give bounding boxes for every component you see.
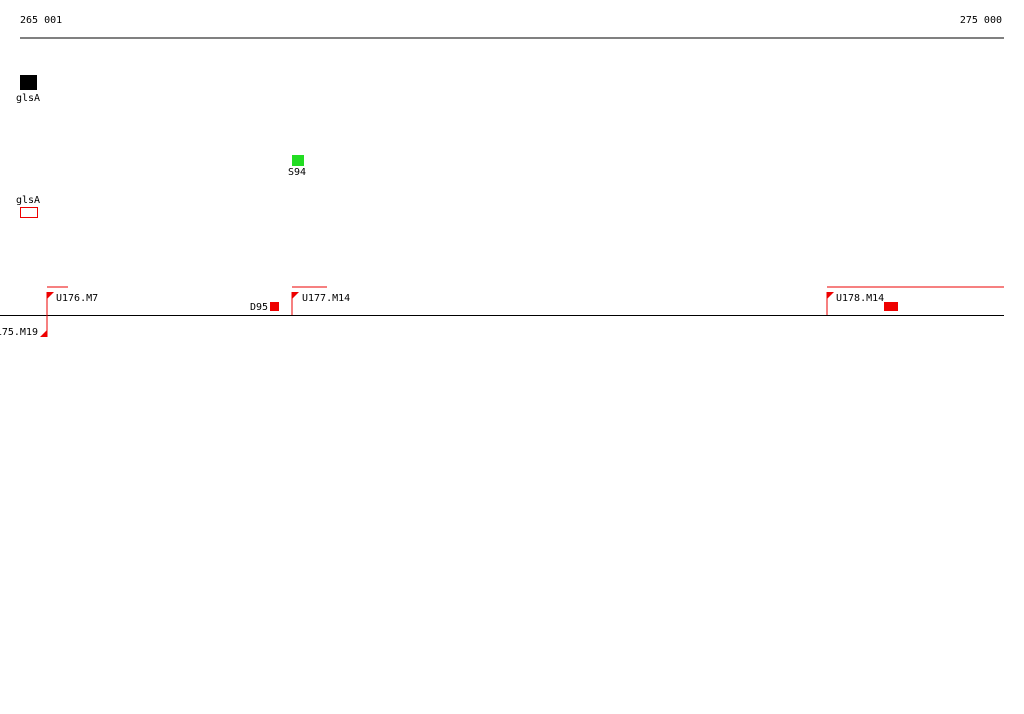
feature-flags bbox=[40, 292, 898, 337]
site-label: S94 bbox=[288, 167, 306, 178]
red-gene-label: glsA bbox=[16, 195, 40, 206]
feature-label: U177.M14 bbox=[302, 293, 350, 304]
ruler-end: 275 000 bbox=[960, 15, 1002, 26]
gene-block bbox=[20, 75, 37, 90]
feature-label: D95 bbox=[250, 302, 268, 313]
site-box bbox=[292, 155, 304, 166]
feature-label: U176.M7 bbox=[56, 293, 98, 304]
feature-label: U175.M19 bbox=[0, 327, 38, 338]
gene-label: glsA bbox=[16, 93, 40, 104]
ruler-start: 265 001 bbox=[20, 15, 62, 26]
red-gene-box bbox=[20, 207, 38, 218]
feature-label: U178.M14 bbox=[836, 293, 884, 304]
